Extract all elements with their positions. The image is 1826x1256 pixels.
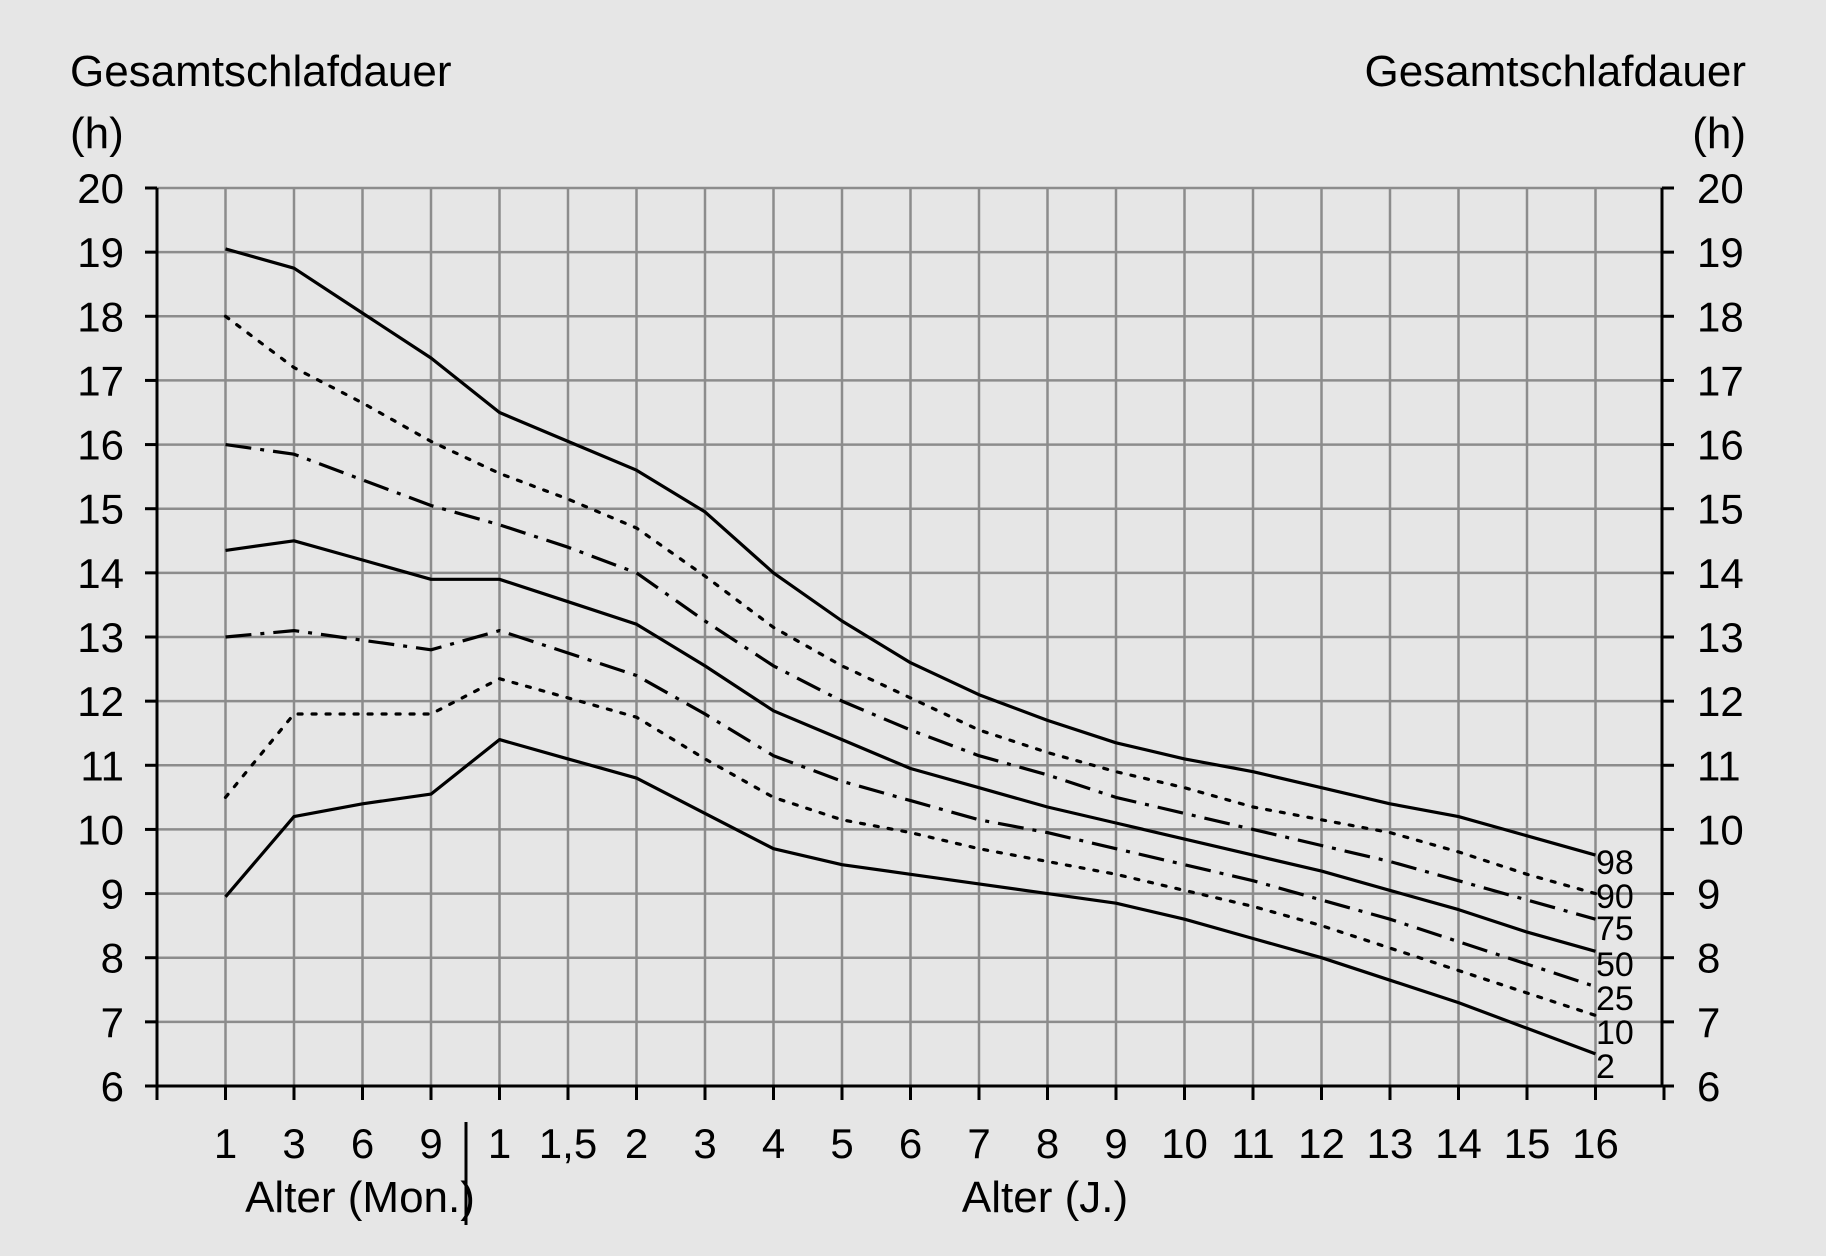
y-tick-label-right: 14: [1697, 550, 1744, 597]
y-tick-label-left: 10: [77, 806, 124, 853]
x-tick-label: 13: [1367, 1120, 1414, 1167]
x-tick-label: 10: [1161, 1120, 1208, 1167]
y-tick-label-left: 8: [101, 935, 124, 982]
y-tick-label-right: 20: [1697, 165, 1744, 212]
grid: [157, 186, 1662, 1088]
y-tick-label-right: 19: [1697, 229, 1744, 276]
series-label-10: 10: [1596, 1014, 1634, 1052]
y-tick-label-left: 14: [77, 550, 124, 597]
y-tick-label-left: 11: [80, 742, 124, 789]
x-tick-label: 14: [1435, 1120, 1482, 1167]
x-tick-label: 9: [1104, 1120, 1127, 1167]
y-tick-label-right: 17: [1697, 357, 1744, 404]
x-tick-label: 2: [625, 1120, 648, 1167]
series-line-2: [224, 737, 1597, 1056]
y-tick-label-left: 20: [77, 165, 124, 212]
y-tick-label-right: 15: [1697, 486, 1744, 533]
y-tick-label-left: 9: [101, 871, 124, 918]
x-axis-label-months: Alter (Mon.): [245, 1173, 475, 1222]
x-tick-label: 1,5: [539, 1120, 597, 1167]
x-tick-label: 16: [1572, 1120, 1619, 1167]
y-tick-label-right: 7: [1697, 999, 1720, 1046]
series-label-75: 75: [1596, 910, 1634, 948]
y-tick-label-left: 18: [77, 293, 124, 340]
series-line-90: [223, 314, 1598, 896]
series-line-50: [225, 539, 1596, 953]
y-tick-label-left: 6: [101, 1063, 124, 1110]
series-label-2: 2: [1596, 1048, 1615, 1086]
percentile-lines: [223, 247, 1598, 1056]
x-tick-label: 7: [967, 1120, 990, 1167]
x-axis-label-years: Alter (J.): [962, 1173, 1128, 1222]
y-tick-label-left: 12: [77, 678, 124, 725]
x-tick-label: 11: [1231, 1120, 1275, 1167]
y-axis-label-left-line2: (h): [70, 109, 124, 158]
y-tick-label-right: 18: [1697, 293, 1744, 340]
y-axis-label-right-line1: Gesamtschlafdauer: [1364, 47, 1746, 96]
series-label-50: 50: [1596, 946, 1634, 984]
series-label-25: 25: [1596, 980, 1634, 1018]
y-tick-label-right: 16: [1697, 422, 1744, 469]
series-line-98: [225, 247, 1596, 857]
x-tick-label: 1: [488, 1120, 511, 1167]
y-axis-label-left-line1: Gesamtschlafdauer: [70, 47, 452, 96]
x-tick-label: 5: [830, 1120, 853, 1167]
y-tick-label-left: 13: [77, 614, 124, 661]
y-tick-label-right: 13: [1697, 614, 1744, 661]
x-tick-label: 9: [419, 1120, 442, 1167]
y-tick-label-right: 6: [1697, 1063, 1720, 1110]
y-axis-label-right-line2: (h): [1692, 109, 1746, 158]
y-tick-label-right: 8: [1697, 935, 1720, 982]
x-tick-label: 3: [282, 1120, 305, 1167]
y-tick-label-left: 15: [77, 486, 124, 533]
y-tick-label-right: 12: [1697, 678, 1744, 725]
x-tick-label: 3: [693, 1120, 716, 1167]
x-tick-label: 6: [899, 1120, 922, 1167]
x-tick-label: 8: [1036, 1120, 1059, 1167]
y-tick-label-left: 19: [77, 229, 124, 276]
y-tick-label-right: 10: [1697, 806, 1744, 853]
x-tick-label: 15: [1504, 1120, 1551, 1167]
series-line-10: [223, 677, 1598, 1018]
x-tick-label: 12: [1298, 1120, 1345, 1167]
series-label-90: 90: [1596, 878, 1634, 916]
x-tick-label: 1: [214, 1120, 237, 1167]
series-line-75: [225, 443, 1596, 921]
y-tick-label-right: 9: [1697, 871, 1720, 918]
y-tick-label-left: 16: [77, 422, 124, 469]
x-tick-label: 4: [762, 1120, 785, 1167]
series-label-98: 98: [1596, 844, 1634, 882]
series-line-25: [225, 628, 1596, 989]
y-tick-label-right: 11: [1697, 742, 1741, 789]
x-tick-label: 6: [351, 1120, 374, 1167]
y-tick-label-left: 7: [101, 999, 124, 1046]
y-tick-label-left: 17: [77, 357, 124, 404]
